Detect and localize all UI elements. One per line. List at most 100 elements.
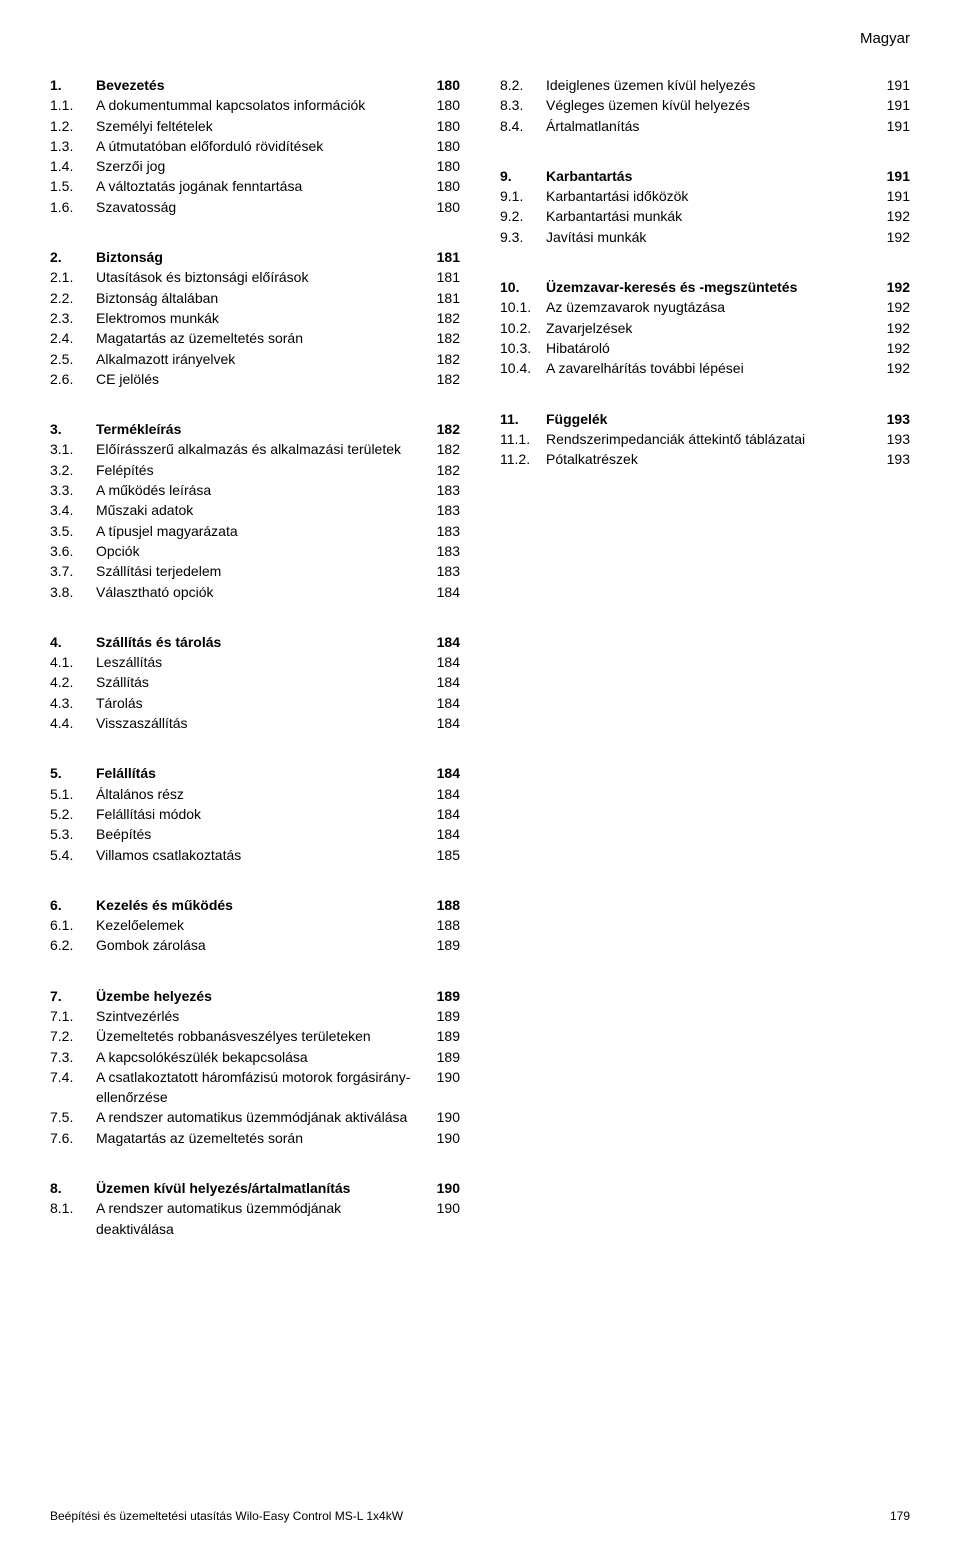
toc-title: Az üzemzavarok nyugtázása: [546, 297, 876, 317]
toc-number: 3.4.: [50, 500, 96, 520]
toc-subsection: 4.2.Szállítás184: [50, 672, 460, 692]
toc-number: 8.2.: [500, 75, 546, 95]
toc-number: 1.: [50, 75, 96, 95]
toc-page: 181: [426, 267, 460, 287]
toc-page: 180: [426, 75, 460, 95]
toc-page: 183: [426, 480, 460, 500]
toc-section: 4.Szállítás és tárolás1844.1.Leszállítás…: [50, 632, 460, 733]
toc-page: 183: [426, 561, 460, 581]
toc-number: 1.5.: [50, 176, 96, 196]
toc-page: 190: [426, 1198, 460, 1218]
toc-number: 2.4.: [50, 328, 96, 348]
toc-number: 4.3.: [50, 693, 96, 713]
toc-page: 190: [426, 1128, 460, 1148]
toc-subsection: 7.6.Magatartás az üzemeltetés során190: [50, 1128, 460, 1148]
toc-number: 1.1.: [50, 95, 96, 115]
toc-number: 11.2.: [500, 449, 546, 469]
toc-title: Termékleírás: [96, 419, 426, 439]
toc-page: 189: [426, 1047, 460, 1067]
toc-subsection: 3.4.Műszaki adatok183: [50, 500, 460, 520]
footer-left-text: Beépítési és üzemeltetési utasítás Wilo-…: [50, 1509, 403, 1523]
toc-title: A útmutatóban előforduló rövidítések: [96, 136, 426, 156]
toc-section-heading: 4.Szállítás és tárolás184: [50, 632, 460, 652]
toc-subsection: 2.1.Utasítások és biztonsági előírások18…: [50, 267, 460, 287]
toc-right-column: 8.2.Ideiglenes üzemen kívül helyezés1918…: [500, 75, 910, 1269]
toc-subsection: 9.3.Javítási munkák192: [500, 227, 910, 247]
toc-page: 180: [426, 176, 460, 196]
toc-title: Pótalkatrészek: [546, 449, 876, 469]
toc-subsection: 6.2.Gombok zárolása189: [50, 935, 460, 955]
toc-page: 182: [426, 439, 460, 459]
toc-title: Kezelés és működés: [96, 895, 426, 915]
toc-page: 193: [876, 449, 910, 469]
toc-page: 180: [426, 136, 460, 156]
toc-page: 184: [426, 824, 460, 844]
toc-section: 8.Üzemen kívül helyezés/ártalmatlanítás1…: [50, 1178, 460, 1239]
toc-number: 4.2.: [50, 672, 96, 692]
toc-title: Szállítási terjedelem: [96, 561, 426, 581]
toc-number: 3.6.: [50, 541, 96, 561]
toc-number: 4.4.: [50, 713, 96, 733]
toc-subsection: 11.1.Rendszerimpedanciák áttekintő táblá…: [500, 429, 910, 449]
toc-number: 3.5.: [50, 521, 96, 541]
toc-number: 1.4.: [50, 156, 96, 176]
toc-title: Bevezetés: [96, 75, 426, 95]
toc-title: Zavarjelzések: [546, 318, 876, 338]
toc-section: 9.Karbantartás1919.1.Karbantartási időkö…: [500, 166, 910, 247]
toc-number: 5.: [50, 763, 96, 783]
toc-title: Üzemen kívül helyezés/ártalmatlanítás: [96, 1178, 426, 1198]
toc-number: 2.6.: [50, 369, 96, 389]
toc-columns: 1.Bevezetés1801.1.A dokumentummal kapcso…: [50, 75, 910, 1269]
toc-subsection: 10.3.Hibatároló192: [500, 338, 910, 358]
toc-number: 4.: [50, 632, 96, 652]
toc-number: 5.3.: [50, 824, 96, 844]
toc-title: A zavarelhárítás további lépései: [546, 358, 876, 378]
toc-subsection: 1.3.A útmutatóban előforduló rövidítések…: [50, 136, 460, 156]
toc-subsection: 1.1.A dokumentummal kapcsolatos informác…: [50, 95, 460, 115]
toc-page: 191: [876, 186, 910, 206]
toc-title: Gombok zárolása: [96, 935, 426, 955]
toc-subsection: 6.1.Kezelőelemek188: [50, 915, 460, 935]
toc-title: Hibatároló: [546, 338, 876, 358]
toc-subsection: 5.2.Felállítási módok184: [50, 804, 460, 824]
toc-subsection: 7.5.A rendszer automatikus üzemmódjának …: [50, 1107, 460, 1127]
toc-title: Visszaszállítás: [96, 713, 426, 733]
toc-number: 9.2.: [500, 206, 546, 226]
toc-number: 5.2.: [50, 804, 96, 824]
toc-title: A típusjel magyarázata: [96, 521, 426, 541]
toc-number: 2.: [50, 247, 96, 267]
toc-number: 6.: [50, 895, 96, 915]
toc-subsection: 2.2.Biztonság általában181: [50, 288, 460, 308]
toc-title: Szállítás és tárolás: [96, 632, 426, 652]
toc-title: Felépítés: [96, 460, 426, 480]
toc-number: 9.3.: [500, 227, 546, 247]
toc-number: 1.6.: [50, 197, 96, 217]
toc-page: 192: [876, 338, 910, 358]
toc-section: 7.Üzembe helyezés1897.1.Szintvezérlés189…: [50, 986, 460, 1148]
toc-title: Szerzői jog: [96, 156, 426, 176]
toc-title: A rendszer automatikus üzemmódjának deak…: [96, 1198, 426, 1239]
page-footer: Beépítési és üzemeltetési utasítás Wilo-…: [50, 1509, 910, 1523]
toc-page: 190: [426, 1067, 460, 1087]
toc-page: 184: [426, 713, 460, 733]
toc-title: Üzembe helyezés: [96, 986, 426, 1006]
toc-number: 6.2.: [50, 935, 96, 955]
toc-subsection: 7.4.A csatlakoztatott háromfázisú motoro…: [50, 1067, 460, 1108]
toc-page: 181: [426, 288, 460, 308]
toc-number: 4.1.: [50, 652, 96, 672]
toc-page: 180: [426, 95, 460, 115]
toc-page: 193: [876, 409, 910, 429]
toc-title: Karbantartási munkák: [546, 206, 876, 226]
toc-number: 2.3.: [50, 308, 96, 328]
toc-page: 193: [876, 429, 910, 449]
toc-title: A kapcsolókészülék bekapcsolása: [96, 1047, 426, 1067]
toc-title: Választható opciók: [96, 582, 426, 602]
toc-number: 6.1.: [50, 915, 96, 935]
toc-subsection: 8.1.A rendszer automatikus üzemmódjának …: [50, 1198, 460, 1239]
toc-page: 191: [876, 116, 910, 136]
toc-page: 182: [426, 308, 460, 328]
toc-page: 192: [876, 318, 910, 338]
toc-subsection: 3.8.Választható opciók184: [50, 582, 460, 602]
toc-page: 184: [426, 693, 460, 713]
toc-number: 7.4.: [50, 1067, 96, 1087]
